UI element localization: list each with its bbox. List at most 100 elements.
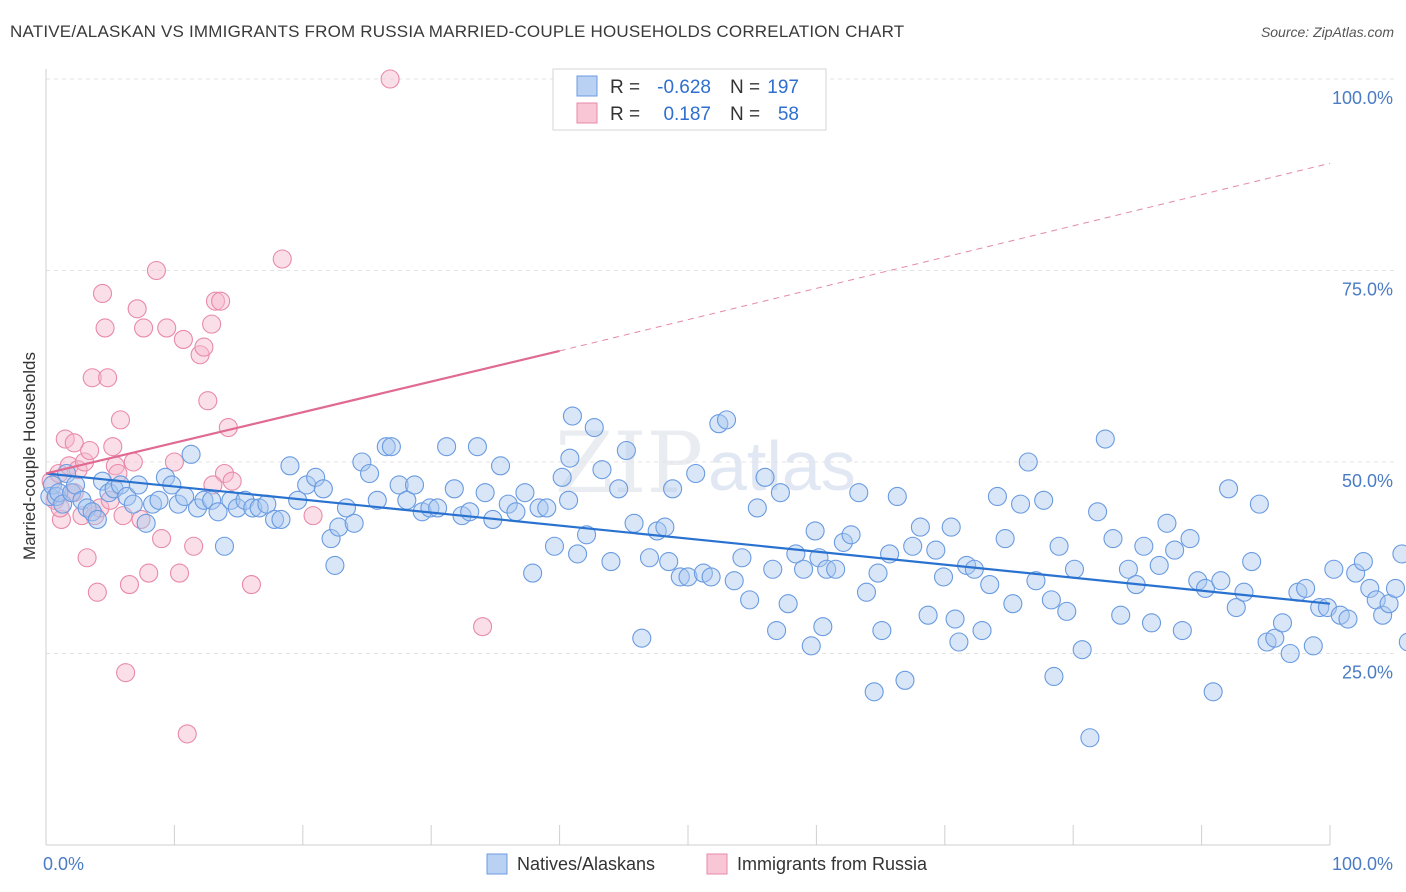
y-tick-label-50: 50.0% — [1342, 471, 1393, 491]
immigrants-from-russia-point — [303, 506, 323, 526]
series-immigrants-from-russia — [41, 69, 493, 744]
immigrants-from-russia-point — [116, 663, 136, 683]
immigrants-from-russia-point — [380, 69, 400, 89]
natives-alaskans-point — [1249, 494, 1269, 514]
natives-alaskans-point — [910, 517, 930, 537]
natives-alaskans-point — [321, 529, 341, 549]
natives-alaskans-point — [624, 513, 644, 533]
legend-n-label-1: N = — [730, 77, 760, 98]
immigrants-from-russia-point — [127, 299, 147, 319]
natives-alaskans-point — [1296, 578, 1316, 598]
natives-alaskans-point — [552, 467, 572, 487]
immigrants-from-russia-point — [214, 463, 235, 484]
natives-alaskans-point — [506, 502, 526, 522]
natives-alaskans-point — [995, 529, 1015, 549]
legend-r-label-1: R = — [610, 77, 640, 98]
immigrants-from-russia-point — [80, 440, 100, 461]
y-tick-label-100: 100.0% — [1332, 88, 1393, 108]
natives-alaskans-point — [149, 490, 169, 510]
immigrants-from-russia-point — [92, 283, 113, 304]
natives-alaskans-point — [1338, 609, 1358, 629]
natives-alaskans-point — [490, 456, 511, 476]
natives-alaskans-point — [1398, 632, 1406, 652]
immigrants-from-russia-point — [77, 548, 97, 568]
natives-alaskans-point — [515, 483, 535, 503]
natives-alaskans-point — [1242, 552, 1262, 572]
natives-alaskans-point — [639, 548, 660, 568]
immigrants-from-russia-point — [64, 433, 84, 453]
immigrants-from-russia-point — [108, 463, 128, 484]
natives-alaskans-point — [987, 486, 1007, 507]
legend-n-value-1: 197 — [767, 77, 799, 98]
natives-alaskans-point — [1303, 636, 1323, 656]
y-axis-label: Married-couple Households — [20, 352, 39, 560]
natives-alaskans-point — [117, 486, 137, 507]
natives-alaskans-point — [1034, 490, 1054, 510]
natives-alaskans-point — [701, 567, 721, 587]
natives-alaskans-point — [849, 483, 869, 503]
natives-alaskans-point — [1324, 559, 1344, 579]
natives-alaskans-point — [381, 437, 401, 457]
natives-alaskans-point — [1195, 578, 1216, 598]
legend-n-label-2: N = — [730, 104, 760, 125]
trend-line-immigrants-from-russia — [45, 349, 560, 475]
natives-alaskans-point — [444, 479, 464, 499]
natives-alaskans-point — [523, 563, 543, 583]
natives-alaskans-point — [329, 517, 349, 537]
natives-alaskans-point — [941, 517, 961, 537]
legend-n-value-2: 58 — [778, 104, 799, 125]
natives-alaskans-point — [568, 544, 588, 564]
immigrants-from-russia-point — [169, 563, 190, 583]
x-tick-label-right: 100.0% — [1332, 854, 1393, 874]
natives-alaskans-point — [864, 682, 884, 702]
natives-alaskans-point — [352, 452, 372, 472]
natives-alaskans-point — [562, 406, 582, 426]
natives-alaskans-point — [801, 636, 821, 656]
x-tick-label-left: 0.0% — [43, 854, 84, 874]
natives-alaskans-point — [1044, 666, 1064, 687]
natives-alaskans-point — [467, 437, 487, 457]
natives-alaskans-point — [767, 620, 787, 641]
natives-alaskans-point — [1064, 559, 1085, 579]
natives-alaskans-point — [1392, 544, 1406, 564]
natives-alaskans-point — [243, 498, 263, 518]
natives-alaskans-point — [918, 605, 938, 625]
natives-alaskans-point — [609, 479, 629, 499]
natives-alaskans-point — [265, 509, 285, 530]
natives-alaskans-point — [813, 617, 833, 637]
legend-swatch-blue — [576, 75, 598, 97]
natives-alaskans-point — [945, 609, 965, 629]
natives-alaskans-point — [763, 559, 783, 579]
natives-alaskans-point — [1118, 559, 1138, 579]
immigrants-from-russia-point — [98, 368, 118, 388]
bottom-legend-label-1: Natives/Alaskans — [517, 854, 655, 874]
natives-alaskans-point — [560, 448, 580, 468]
immigrants-from-russia-point — [198, 391, 218, 411]
natives-alaskans-point — [1111, 605, 1131, 625]
natives-alaskans-point — [529, 498, 549, 518]
legend-r-value-2: 0.187 — [663, 104, 711, 125]
natives-alaskans-point — [887, 486, 907, 507]
natives-alaskans-point — [872, 620, 892, 641]
natives-alaskans-point — [325, 555, 345, 575]
immigrants-from-russia-point — [103, 437, 123, 457]
natives-alaskans-point — [716, 410, 737, 430]
legend-swatch-pink — [576, 102, 598, 124]
natives-alaskans-point — [972, 620, 992, 641]
immigrants-from-russia-point — [164, 452, 184, 472]
immigrants-from-russia-point — [194, 337, 214, 357]
immigrants-from-russia-point — [152, 529, 172, 549]
natives-alaskans-point — [389, 475, 409, 495]
natives-alaskans-point — [1157, 513, 1177, 533]
trend-line-natives-alaskans — [45, 472, 1331, 605]
natives-alaskans-point — [128, 475, 148, 495]
natives-alaskans-point — [1385, 578, 1406, 598]
natives-alaskans-point — [1373, 605, 1393, 625]
natives-alaskans-point — [833, 532, 853, 552]
immigrants-from-russia-point — [119, 575, 140, 595]
natives-alaskans-point — [1003, 594, 1023, 614]
natives-alaskans-point — [592, 460, 612, 480]
natives-alaskans-point — [87, 509, 107, 530]
natives-alaskans-point — [1026, 571, 1046, 591]
natives-alaskans-point — [655, 517, 675, 537]
